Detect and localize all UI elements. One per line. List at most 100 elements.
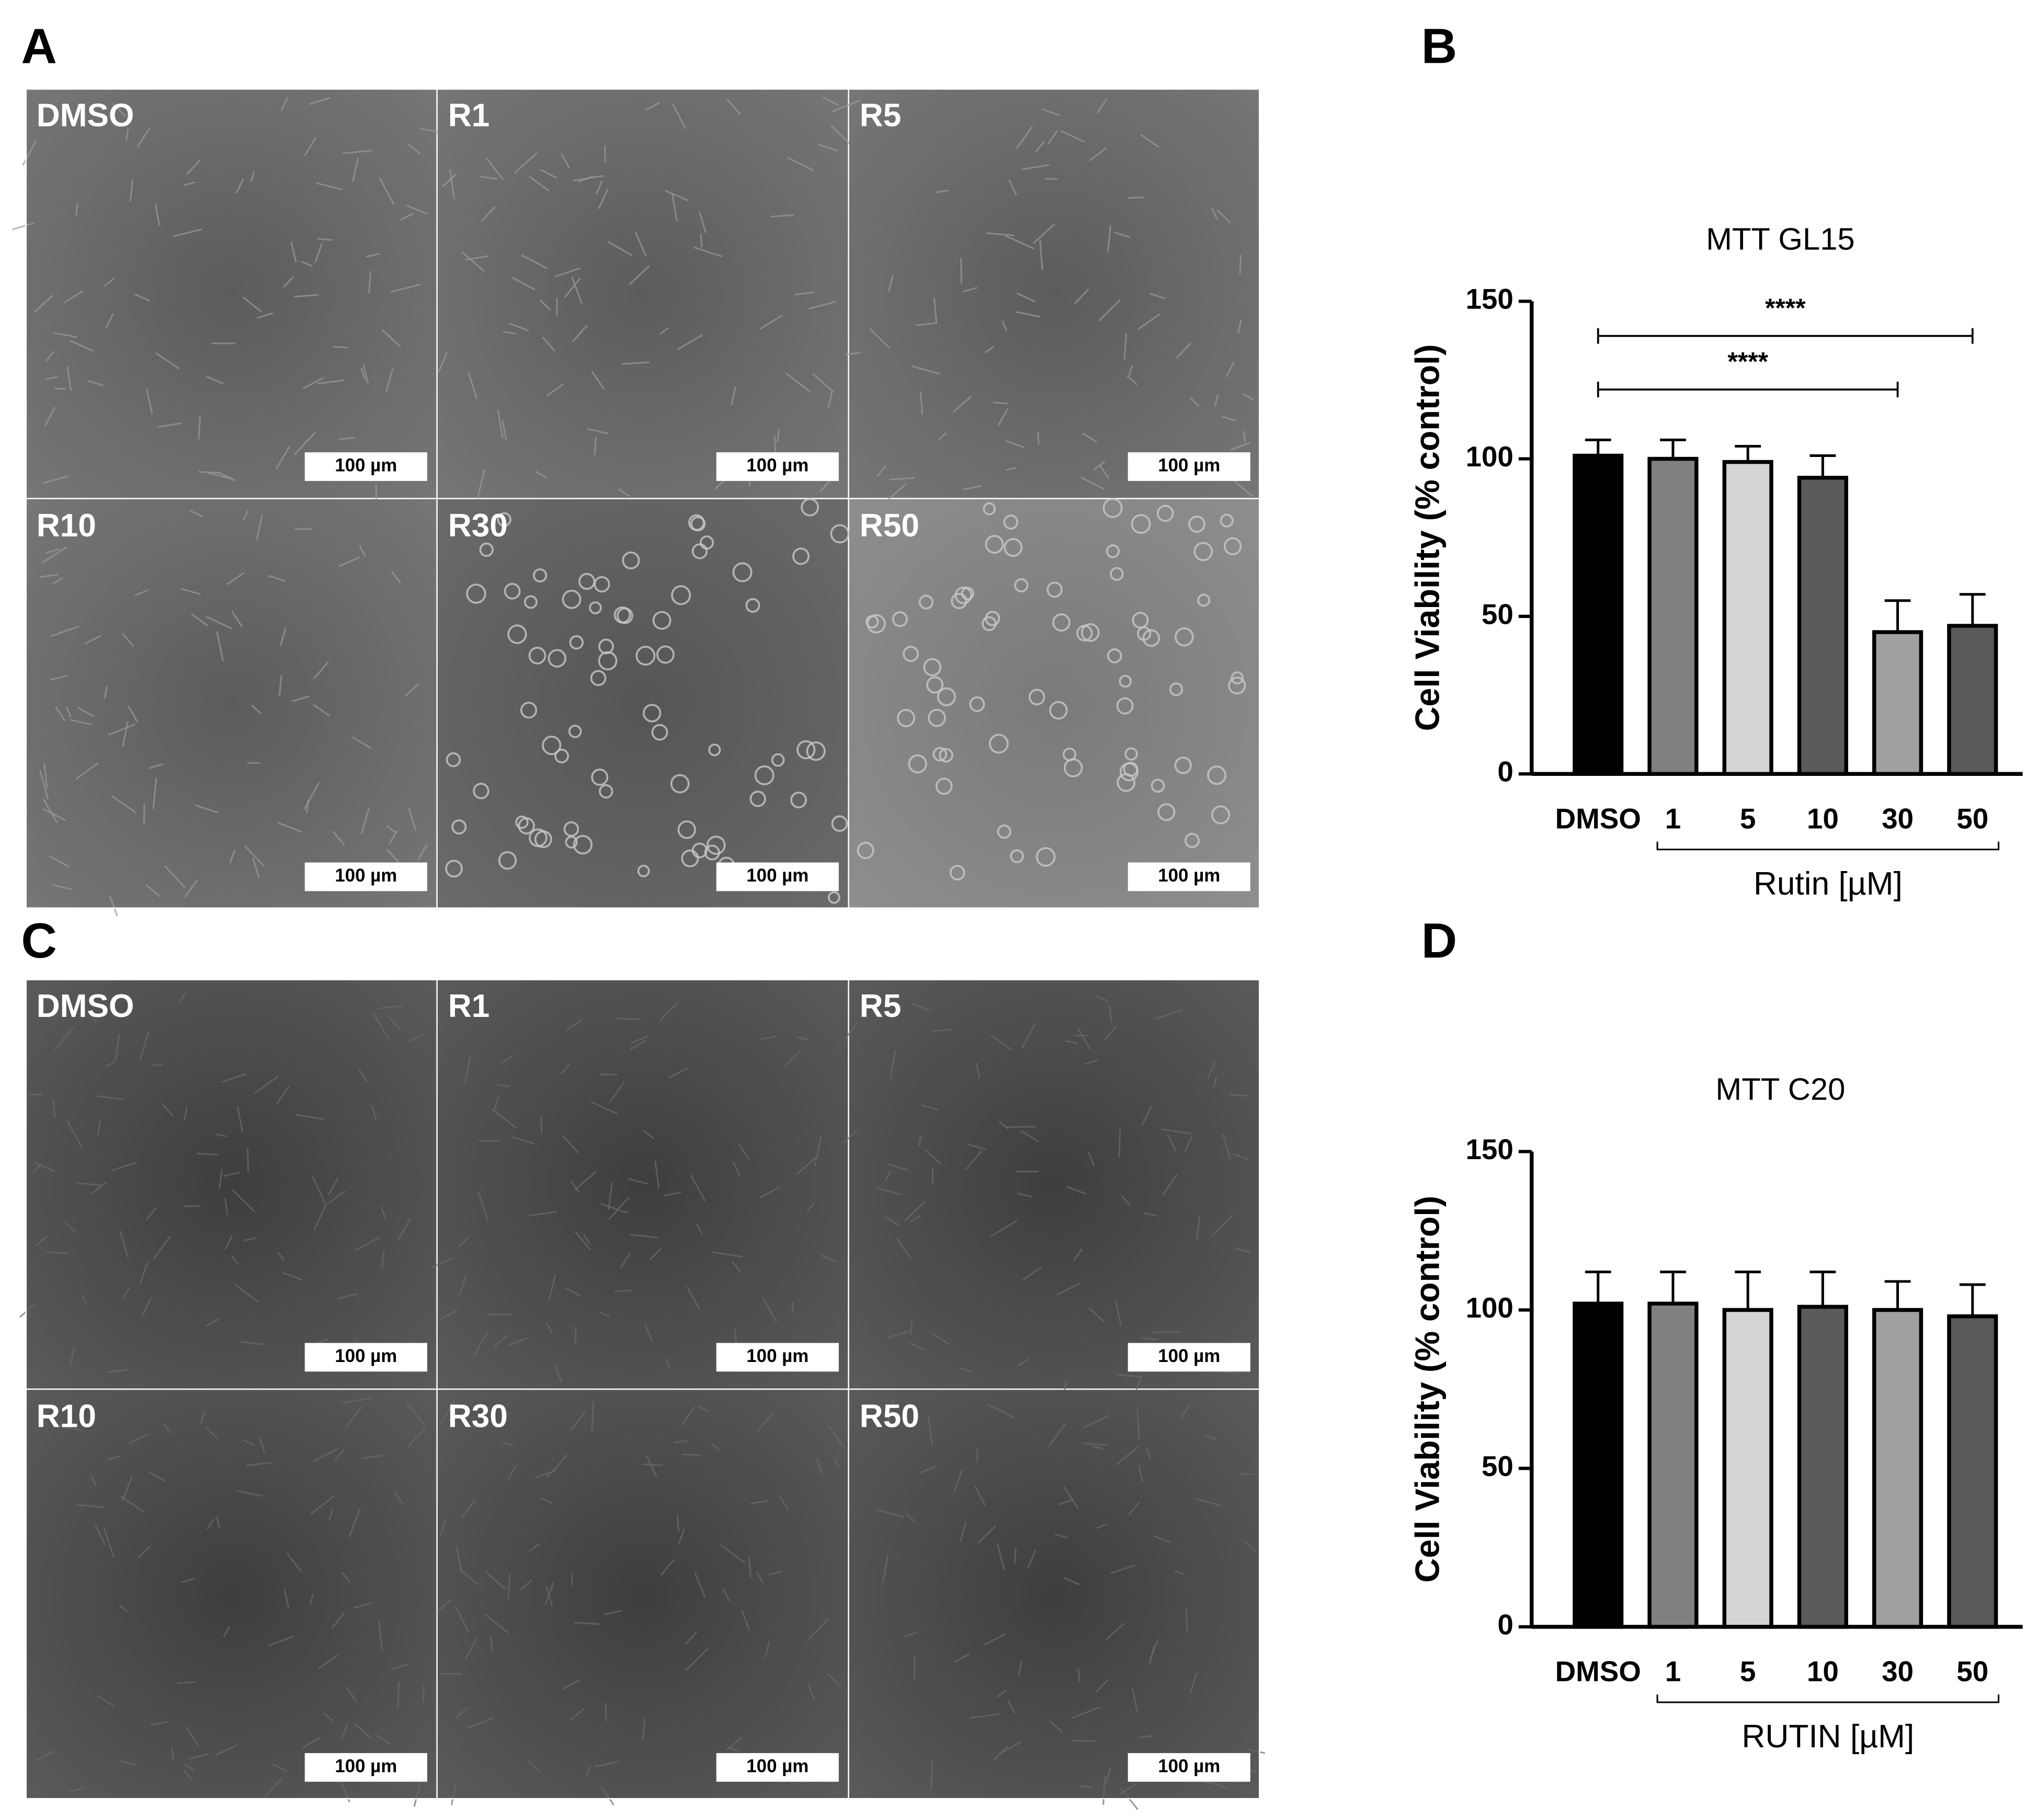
cell (607, 241, 632, 256)
cell (889, 477, 915, 480)
cell (548, 1274, 556, 1301)
cell (982, 616, 997, 632)
cell (1157, 803, 1176, 821)
bar (1947, 1314, 1998, 1629)
cell (1049, 701, 1068, 720)
cell (960, 257, 962, 284)
cell (19, 1302, 36, 1318)
cell (1017, 1358, 1029, 1367)
cell (1107, 225, 1112, 253)
cell (162, 1103, 174, 1117)
cell (54, 387, 66, 390)
cell (676, 1515, 680, 1532)
cell (394, 1491, 404, 1505)
cell (90, 1181, 107, 1195)
cell (334, 1449, 345, 1461)
cell (1005, 235, 1034, 250)
cell (996, 1542, 1005, 1571)
cell (503, 331, 516, 335)
cell (446, 752, 461, 768)
cell (223, 1171, 241, 1177)
cell (518, 817, 535, 834)
cell (528, 1543, 540, 1552)
x-tick-label: DMSO (1555, 802, 1641, 834)
cell (477, 1192, 489, 1222)
cell (1131, 514, 1151, 534)
cell (1002, 320, 1007, 331)
cell (814, 1136, 822, 1166)
cell (1080, 476, 1105, 490)
cell (796, 740, 816, 760)
cell (89, 1473, 97, 1486)
cell (708, 743, 721, 757)
cell (1082, 432, 1098, 443)
cell (197, 1152, 218, 1156)
cell (280, 97, 289, 111)
scale-bar (1128, 862, 1250, 891)
cell (115, 1034, 120, 1060)
scale-bar (304, 862, 427, 891)
cell (827, 891, 840, 904)
cell (598, 638, 614, 655)
cell (111, 795, 136, 814)
cell (491, 1108, 517, 1129)
cell (779, 1496, 789, 1510)
cell (408, 1033, 424, 1043)
cell (1150, 293, 1166, 300)
cell (1128, 196, 1144, 199)
cell (105, 313, 114, 328)
cell (542, 336, 556, 352)
cell (1093, 461, 1106, 471)
cell (560, 1063, 571, 1075)
x-tick-label: 30 (1882, 1655, 1914, 1688)
cell (413, 1779, 422, 1807)
cell (1143, 1212, 1157, 1217)
cell (770, 214, 794, 218)
cell (1137, 313, 1161, 330)
cell (1018, 1660, 1023, 1676)
cell (440, 1399, 456, 1424)
cell (565, 1287, 581, 1297)
cell (1105, 1767, 1111, 1784)
cell (1048, 130, 1058, 144)
cell (699, 535, 714, 550)
cell (454, 1707, 469, 1720)
cell (323, 1712, 334, 1722)
cell (912, 365, 940, 375)
cell (935, 777, 953, 795)
cell (720, 1544, 746, 1564)
cell (1243, 1540, 1257, 1552)
x-tick-label: DMSO (1555, 1655, 1641, 1688)
micrograph (26, 89, 437, 498)
cell (573, 834, 593, 855)
bar (1947, 624, 1998, 776)
cell (759, 314, 783, 330)
cell (618, 488, 630, 497)
cell (241, 1341, 265, 1346)
cell (375, 1734, 391, 1745)
bar (1722, 1308, 1773, 1629)
cell (554, 267, 581, 278)
scale-bar-label: 100 µm (335, 455, 397, 476)
cell (45, 350, 55, 362)
cell (565, 1018, 583, 1031)
cell (652, 611, 672, 630)
cell (77, 707, 95, 717)
cell (574, 1171, 597, 1191)
cell (983, 1633, 1006, 1646)
cell (381, 1250, 385, 1269)
cell (1006, 467, 1017, 471)
cell (313, 704, 331, 717)
cell (927, 1414, 934, 1446)
cell (681, 849, 699, 867)
scale-bar (716, 452, 839, 481)
cell (236, 1490, 264, 1497)
x-tick-label: 50 (1956, 802, 1988, 834)
cell (1114, 1300, 1122, 1326)
cell (339, 437, 356, 440)
image-label: R5 (860, 98, 902, 134)
cell (545, 1586, 553, 1607)
cell (690, 1174, 706, 1201)
cell (515, 815, 529, 829)
cell (134, 589, 149, 597)
